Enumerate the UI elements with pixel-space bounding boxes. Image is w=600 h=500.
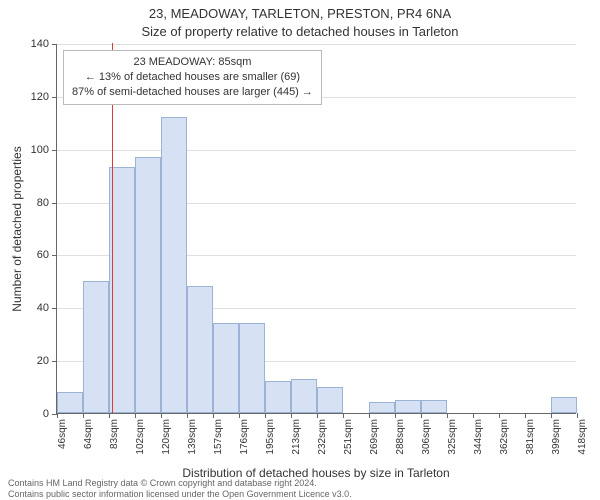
x-tick-mark	[551, 413, 552, 418]
histogram-bar	[109, 167, 135, 413]
x-tick-mark	[577, 413, 578, 418]
x-tick-label: 46sqm	[57, 419, 68, 449]
plot-area: 23 MEADOWAY: 85sqm ← 13% of detached hou…	[56, 44, 576, 414]
y-tick-label: 60	[9, 249, 57, 261]
x-tick-label: 306sqm	[421, 419, 432, 455]
x-tick-label: 251sqm	[343, 419, 354, 455]
x-tick-label: 139sqm	[187, 419, 198, 455]
x-tick-label: 344sqm	[473, 419, 484, 455]
x-tick-label: 232sqm	[317, 419, 328, 455]
x-tick-label: 83sqm	[109, 419, 120, 449]
histogram-bar	[551, 397, 577, 413]
x-tick-mark	[473, 413, 474, 418]
grid-line	[57, 150, 576, 151]
x-tick-mark	[161, 413, 162, 418]
footer-line-1: Contains HM Land Registry data © Crown c…	[8, 478, 352, 488]
x-tick-mark	[499, 413, 500, 418]
histogram-bar	[161, 117, 187, 413]
y-tick-label: 120	[9, 91, 57, 103]
x-tick-label: 176sqm	[239, 419, 250, 455]
x-tick-mark	[265, 413, 266, 418]
footer-line-2: Contains public sector information licen…	[8, 489, 352, 499]
x-tick-mark	[187, 413, 188, 418]
grid-line	[57, 44, 576, 45]
y-tick-label: 0	[9, 408, 57, 420]
x-tick-label: 269sqm	[369, 419, 380, 455]
x-tick-mark	[213, 413, 214, 418]
x-tick-mark	[135, 413, 136, 418]
y-tick-label: 140	[9, 38, 57, 50]
annotation-line-2: ← 13% of detached houses are smaller (69…	[72, 70, 313, 85]
histogram-bar	[213, 323, 239, 413]
title-main: 23, MEADOWAY, TARLETON, PRESTON, PR4 6NA	[0, 6, 600, 21]
x-tick-label: 399sqm	[551, 419, 562, 455]
x-tick-label: 325sqm	[447, 419, 458, 455]
x-tick-mark	[317, 413, 318, 418]
x-tick-label: 102sqm	[135, 419, 146, 455]
x-tick-mark	[109, 413, 110, 418]
x-tick-label: 381sqm	[525, 419, 536, 455]
x-tick-mark	[57, 413, 58, 418]
x-tick-label: 120sqm	[161, 419, 172, 455]
y-tick-label: 40	[9, 302, 57, 314]
histogram-bar	[265, 381, 291, 413]
x-tick-mark	[343, 413, 344, 418]
annotation-line-1: 23 MEADOWAY: 85sqm	[72, 55, 313, 70]
footer-attribution: Contains HM Land Registry data © Crown c…	[8, 478, 352, 499]
x-tick-label: 195sqm	[265, 419, 276, 455]
histogram-bar	[83, 281, 109, 413]
x-tick-label: 362sqm	[499, 419, 510, 455]
histogram-bar	[317, 387, 343, 413]
annotation-line-3: 87% of semi-detached houses are larger (…	[72, 85, 313, 100]
histogram-bar	[291, 379, 317, 413]
histogram-bar	[187, 286, 213, 413]
annotation-box: 23 MEADOWAY: 85sqm ← 13% of detached hou…	[63, 50, 322, 105]
x-tick-mark	[291, 413, 292, 418]
x-tick-label: 213sqm	[291, 419, 302, 455]
x-tick-mark	[447, 413, 448, 418]
histogram-bar	[395, 400, 421, 413]
y-tick-label: 20	[9, 355, 57, 367]
x-tick-mark	[369, 413, 370, 418]
x-tick-label: 418sqm	[577, 419, 588, 455]
x-tick-label: 157sqm	[213, 419, 224, 455]
title-sub: Size of property relative to detached ho…	[0, 24, 600, 39]
x-tick-mark	[239, 413, 240, 418]
histogram-bar	[57, 392, 83, 413]
x-tick-mark	[421, 413, 422, 418]
y-tick-label: 80	[9, 197, 57, 209]
x-tick-label: 64sqm	[83, 419, 94, 449]
histogram-bar	[369, 402, 395, 413]
x-tick-mark	[395, 413, 396, 418]
histogram-bar	[421, 400, 447, 413]
y-tick-label: 100	[9, 144, 57, 156]
chart-container: 23, MEADOWAY, TARLETON, PRESTON, PR4 6NA…	[0, 0, 600, 500]
histogram-bar	[135, 157, 161, 413]
x-tick-mark	[525, 413, 526, 418]
histogram-bar	[239, 323, 265, 413]
x-tick-mark	[83, 413, 84, 418]
x-tick-label: 288sqm	[395, 419, 406, 455]
